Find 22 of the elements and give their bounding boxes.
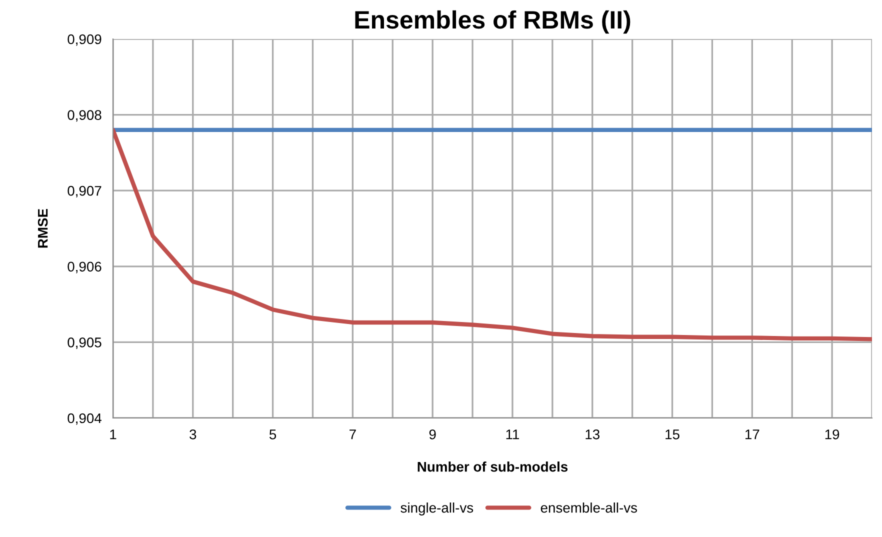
x-tick-label: 13 [586,429,600,440]
y-tick-label: 0,905 [68,338,102,350]
y-tick-label: 0,908 [68,110,102,122]
x-tick-label: 5 [269,430,276,440]
y-tick-label: 0,904 [68,413,102,425]
chart-title: Ensembles of RBMs (II) [355,10,630,34]
x-tick-label: 19 [825,429,840,440]
y-tick-label: 0,907 [68,186,102,198]
x-tick-label: 3 [190,429,196,440]
legend-label: ensemble-all-vs [540,502,638,513]
x-tick-label: 9 [429,429,436,440]
y-axis-title: RMSE [38,208,48,248]
x-tick-label: 7 [350,430,356,440]
x-tick-label: 17 [745,430,760,440]
line-series [113,128,872,342]
x-tick-label: 11 [506,430,520,440]
x-tick-label: 1 [110,430,116,440]
y-tick-label: 0,909 [68,34,102,46]
y-tick-label: 0,906 [68,262,102,274]
x-axis-title: Number of sub-models [418,462,568,472]
legend-label: single-all-vs [400,502,474,516]
x-tick-label: 15 [666,430,680,440]
